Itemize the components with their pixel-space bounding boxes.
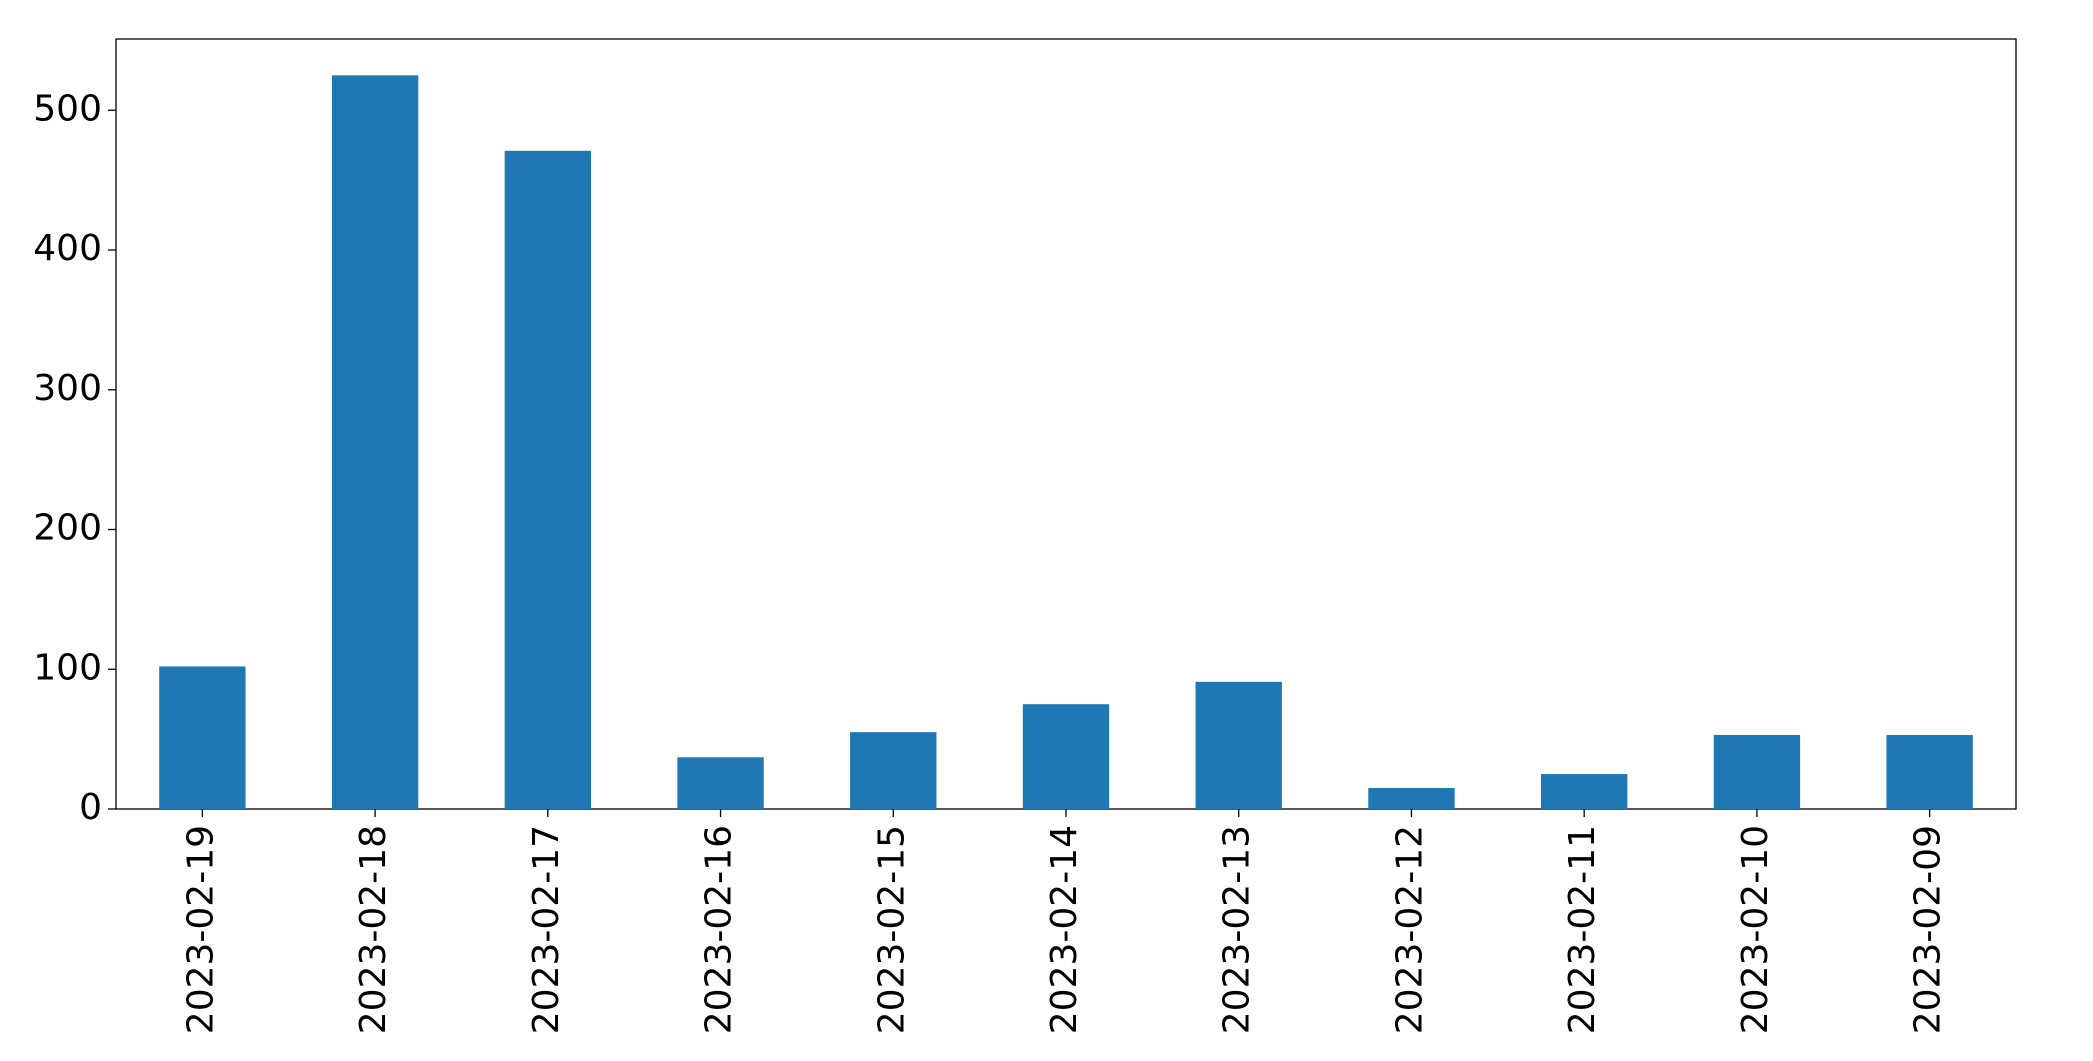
bar: [1541, 774, 1628, 809]
y-tick-label: 500: [33, 88, 102, 129]
x-tick-label: 2023-02-14: [1044, 825, 1085, 1034]
bar: [850, 732, 937, 809]
bar: [1713, 734, 1801, 809]
bar: [159, 666, 246, 809]
x-tick-label: 2023-02-19: [180, 825, 221, 1034]
bar: [677, 757, 764, 809]
x-tick-label: 2023-02-13: [1217, 825, 1258, 1034]
bar: [1195, 681, 1282, 809]
x-tick-label: 2023-02-10: [1735, 825, 1776, 1034]
y-tick-label: 300: [33, 368, 102, 409]
y-tick-label: 200: [33, 508, 102, 549]
bar: [1886, 734, 1973, 809]
bar: [1022, 704, 1110, 809]
x-tick-label: 2023-02-09: [1908, 825, 1949, 1034]
y-tick-label: 0: [79, 787, 102, 828]
x-tick-label: 2023-02-15: [871, 825, 912, 1034]
bar: [504, 150, 591, 809]
x-tick-label: 2023-02-16: [699, 825, 740, 1034]
y-tick-label: 400: [33, 228, 102, 269]
x-tick-label: 2023-02-17: [526, 825, 567, 1034]
y-tick-label: 100: [33, 647, 102, 688]
bar: [331, 75, 419, 810]
x-tick-label: 2023-02-11: [1562, 825, 1603, 1034]
x-tick-label: 2023-02-12: [1389, 825, 1430, 1034]
x-tick-label: 2023-02-18: [353, 825, 394, 1034]
bar: [1368, 788, 1455, 809]
